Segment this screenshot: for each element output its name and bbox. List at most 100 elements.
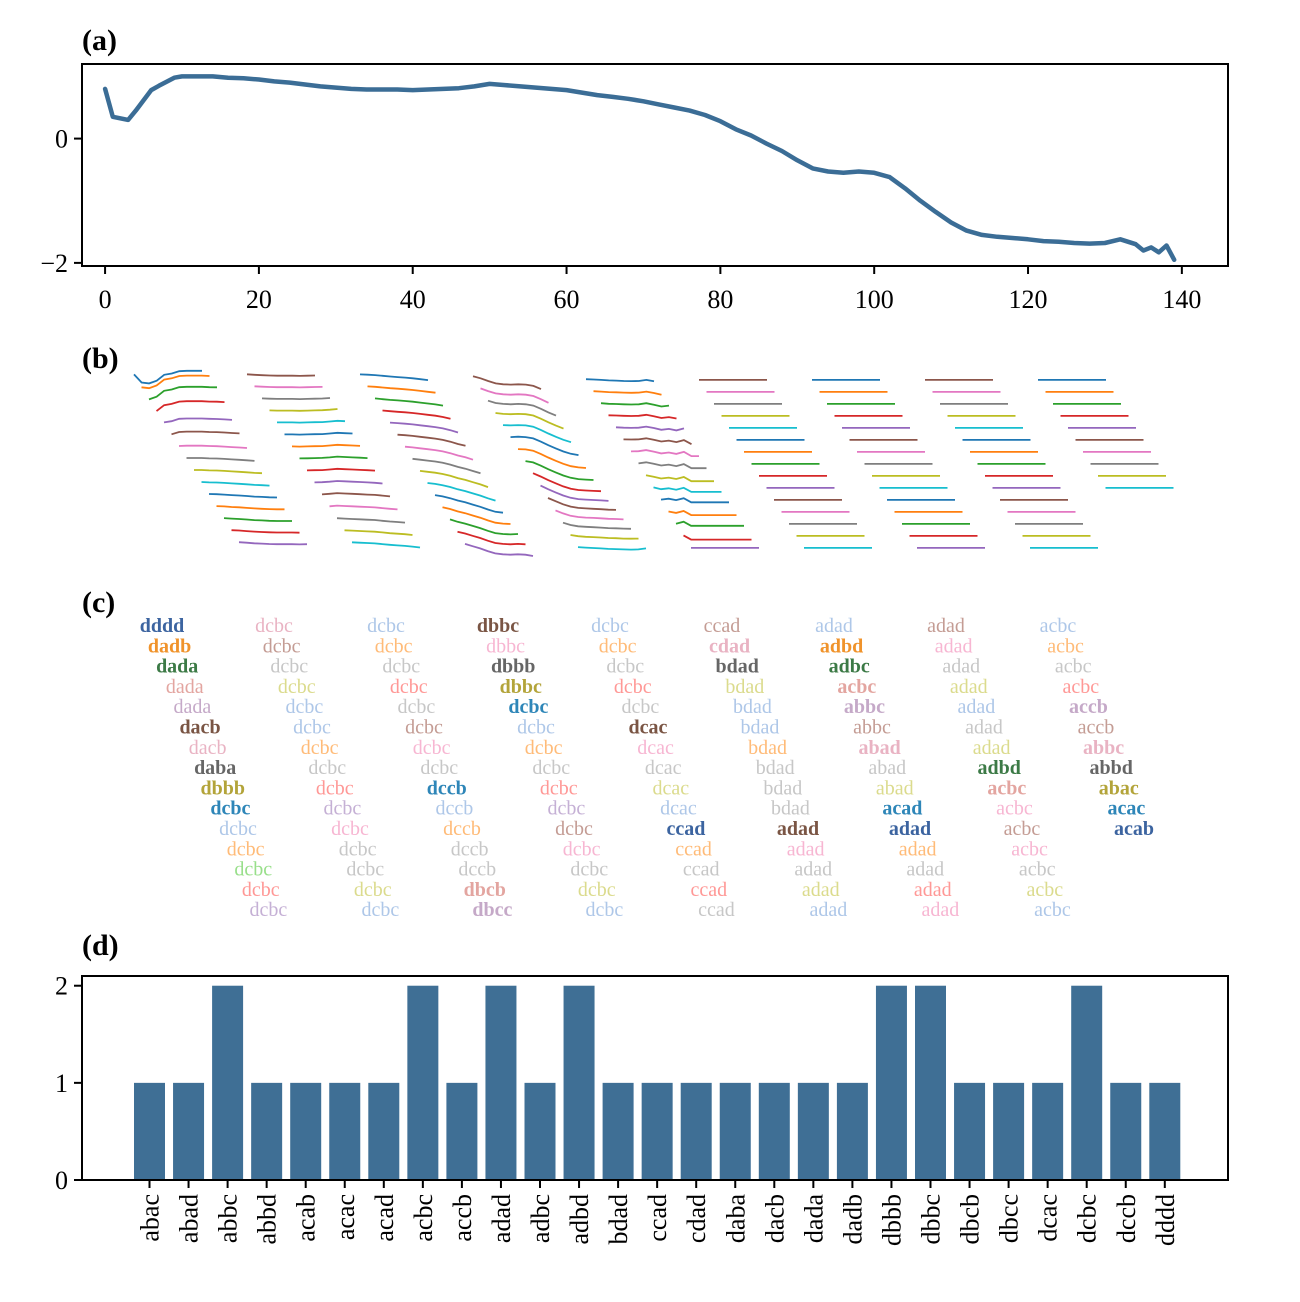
panel-d-bar	[602, 1082, 634, 1180]
panel-c-word: adad	[810, 899, 848, 921]
panel-c-word: abbd	[1090, 757, 1133, 779]
panel-c-word: abbc	[853, 717, 891, 739]
panel-c-word: bdad	[771, 798, 810, 820]
panel-c-word: dcac	[629, 717, 668, 739]
panel-b-window-segment	[615, 425, 685, 432]
panel-d-xtick-label: dcac	[1034, 1194, 1063, 1242]
panel-b-window-segment	[502, 424, 572, 444]
panel-b-window-segment	[329, 504, 398, 511]
panel-c-word: dbbb	[491, 656, 536, 678]
panel-b-window-segment	[284, 431, 353, 436]
panel-d-xtick-label: accb	[448, 1194, 477, 1242]
panel-b-window-segment	[434, 494, 504, 514]
panel-d-xtick-label: dccb	[1112, 1194, 1141, 1243]
panel-d-xtick-label: dbbb	[877, 1194, 906, 1246]
panel-c-word: ccad	[704, 615, 741, 637]
panel-d-bar	[290, 1082, 322, 1180]
panel-b-window-segment	[321, 492, 391, 498]
panel-d-bar	[173, 1082, 205, 1180]
panel-b-window-segment	[404, 445, 474, 461]
panel-c-word: dacb	[189, 737, 227, 759]
panel-b-window-segment	[608, 413, 677, 420]
panel-c-word: dcbc	[354, 879, 392, 901]
panel-c-word: dcbc	[255, 615, 293, 637]
panel-b-window-segment	[291, 443, 361, 448]
panel-a-xtick-label: 20	[246, 285, 272, 314]
panel-b-window-segment	[600, 402, 670, 408]
panel-b-window-segment	[389, 421, 459, 434]
panel-c-word: dcac	[637, 737, 674, 759]
panel-c-word: dcbc	[548, 798, 586, 820]
panel-c-word: dcbc	[278, 676, 316, 698]
panel-c-word: dcbc	[331, 818, 369, 840]
panel-label-a: (a)	[82, 24, 117, 57]
panel-b-window-segment	[675, 520, 744, 527]
panel-c-word: acbc	[1004, 818, 1041, 840]
panel-d-xtick-label: dcbc	[1073, 1194, 1102, 1243]
panel-c-word: bdad	[733, 696, 772, 718]
panel-d-bar	[563, 985, 595, 1180]
panel-d-ytick-label: 0	[55, 1166, 68, 1195]
panel-c-word: bdad	[741, 717, 780, 739]
panel-b-window-segment	[532, 472, 602, 493]
panel-b-window-segment	[630, 449, 699, 457]
panel-c-word: dcbc	[614, 676, 652, 698]
panel-a-xtick-label: 0	[99, 285, 112, 314]
panel-c-word: dcbc	[599, 635, 637, 657]
panel-b-window-segment	[668, 510, 737, 516]
panel-c-word: adbc	[829, 656, 870, 678]
panel-c-word: ccad	[690, 879, 727, 901]
panel-label-b: (b)	[82, 342, 119, 375]
panel-b-window-segment	[261, 397, 331, 401]
panel-c-word: dada	[166, 676, 204, 698]
panel-b-window-segment	[480, 387, 549, 404]
panel-b-window-segment	[351, 541, 421, 549]
panel-b-window-segment	[683, 534, 752, 541]
panel-b-window-segment	[141, 374, 210, 390]
panel-c-word: ccad	[675, 838, 712, 860]
panel-c-word: dcbc	[339, 838, 377, 860]
panel-label-d: (d)	[82, 929, 119, 962]
panel-d-xtick-label: ccad	[643, 1194, 672, 1242]
panel-b-window-segment	[510, 435, 579, 456]
panel-b-window-segment	[171, 430, 240, 436]
panel-c-word: abac	[1099, 777, 1139, 799]
panel-b-window-segment	[246, 373, 316, 377]
panel-b-window-segment	[201, 481, 270, 487]
panel-c-word: adad	[935, 635, 973, 657]
panel-b-window-segment	[464, 543, 534, 557]
panel-c-word: dbbb	[201, 777, 246, 799]
panel-b-window-segment	[254, 385, 323, 389]
panel-c-word: dacb	[179, 717, 220, 739]
panel-c-word: bdad	[756, 757, 795, 779]
panel-b-window-segment	[374, 397, 444, 407]
panel-c-word: acad	[882, 798, 922, 820]
panel-b-window-segment	[585, 378, 655, 383]
panel-d-bar	[446, 1082, 478, 1180]
panel-c-word: dcbc	[420, 757, 458, 779]
panel-c-word: dcbc	[398, 696, 436, 718]
panel-c-word: acbc	[987, 777, 1026, 799]
panel-b-window-segment	[344, 529, 413, 536]
panel-c-word: dcbc	[413, 737, 451, 759]
panel-d-xtick-label: acad	[370, 1194, 399, 1242]
panel-d-xtick-label: acac	[331, 1194, 360, 1240]
panel-c-word: dccb	[458, 859, 496, 881]
panel-c-word: acbc	[1011, 838, 1048, 860]
panel-d-xtick-label: adad	[487, 1194, 516, 1243]
panel-c-word: acbc	[1047, 635, 1084, 657]
panel-c-word: bdad	[763, 777, 802, 799]
panel-b-window-segment	[449, 518, 519, 536]
panel-c-word: dbbc	[486, 635, 525, 657]
panel-b-window-segment	[638, 461, 707, 470]
panel-b-window-segment	[660, 497, 729, 504]
panel-c-word: dcac	[660, 798, 697, 820]
panel-b-window-segment	[208, 493, 278, 499]
panel-d-xtick-label: acbc	[409, 1194, 438, 1242]
panel-b-window-segment	[570, 534, 639, 540]
panel-d-bar	[1071, 985, 1103, 1180]
panel-c-word: ccad	[667, 818, 706, 840]
panel-c-word: bdad	[716, 656, 759, 678]
panel-c-word: dcbc	[390, 676, 428, 698]
panel-b-window-segment	[419, 470, 489, 488]
